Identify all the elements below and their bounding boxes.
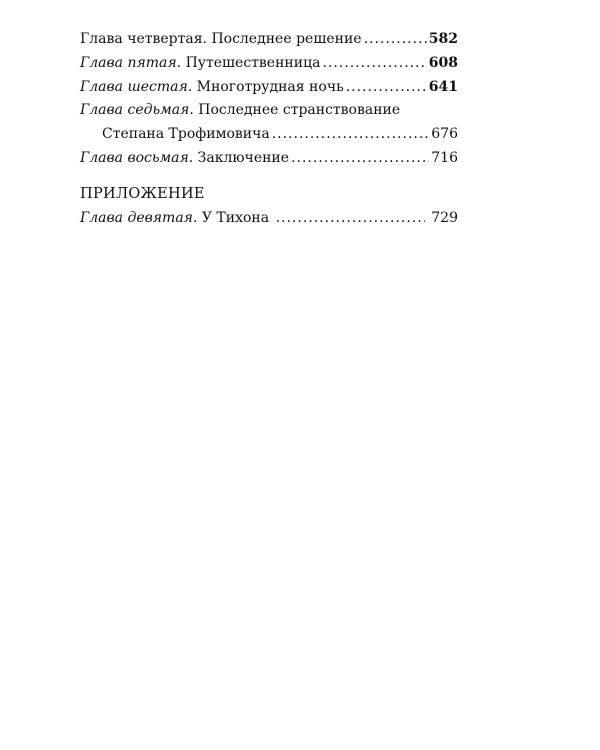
toc-entry: Глава пятая. Путешественница 608: [80, 55, 458, 79]
dot-leader: [276, 210, 425, 226]
dot-leader: [364, 31, 427, 47]
toc-entry-continuation: Степана Трофимовича 676: [80, 126, 458, 150]
dot-leader: [346, 79, 427, 95]
toc-entry: Глава седьмая. Последнее странствование: [80, 102, 401, 119]
chapter-title: Путешественница: [185, 54, 321, 71]
appendix-heading: ПРИЛОЖЕНИЕ: [80, 185, 205, 202]
page-number: 641: [428, 78, 458, 95]
chapter-title: Последнее странствование: [198, 102, 401, 119]
page-number: 676: [431, 126, 458, 143]
chapter-label: Глава четвертая: [80, 31, 203, 47]
page-number: 716: [431, 149, 458, 166]
page-number: 729: [431, 209, 458, 226]
table-of-contents: Глава четвертая. Последнее решение 582 Г…: [80, 31, 458, 234]
chapter-label: Глава седьмая: [80, 102, 190, 119]
chapter-title-continued: Степана Трофимовича: [102, 126, 270, 143]
page-number: 608: [428, 54, 458, 71]
dot-leader: [291, 150, 429, 166]
chapter-label: Глава пятая: [80, 54, 177, 71]
page-number: 582: [428, 31, 458, 47]
toc-entry: Глава девятая. У Тихона 729: [80, 210, 458, 234]
dot-leader: [272, 126, 430, 142]
chapter-title: Многотрудная ночь: [196, 78, 344, 95]
dot-leader: [322, 55, 426, 71]
chapter-label: Глава шестая: [80, 78, 188, 95]
chapter-title: У Тихона: [201, 209, 270, 226]
chapter-label: Глава девятая: [80, 209, 193, 226]
chapter-title: Последнее решение: [211, 31, 362, 47]
toc-entry: Глава четвертая. Последнее решение 582: [80, 31, 458, 55]
toc-entry: Глава восьмая. Заключение 716: [80, 150, 458, 174]
toc-entry: Глава шестая. Многотрудная ночь 641: [80, 79, 458, 103]
chapter-title: Заключение: [197, 149, 290, 166]
chapter-label: Глава восьмая: [80, 149, 189, 166]
